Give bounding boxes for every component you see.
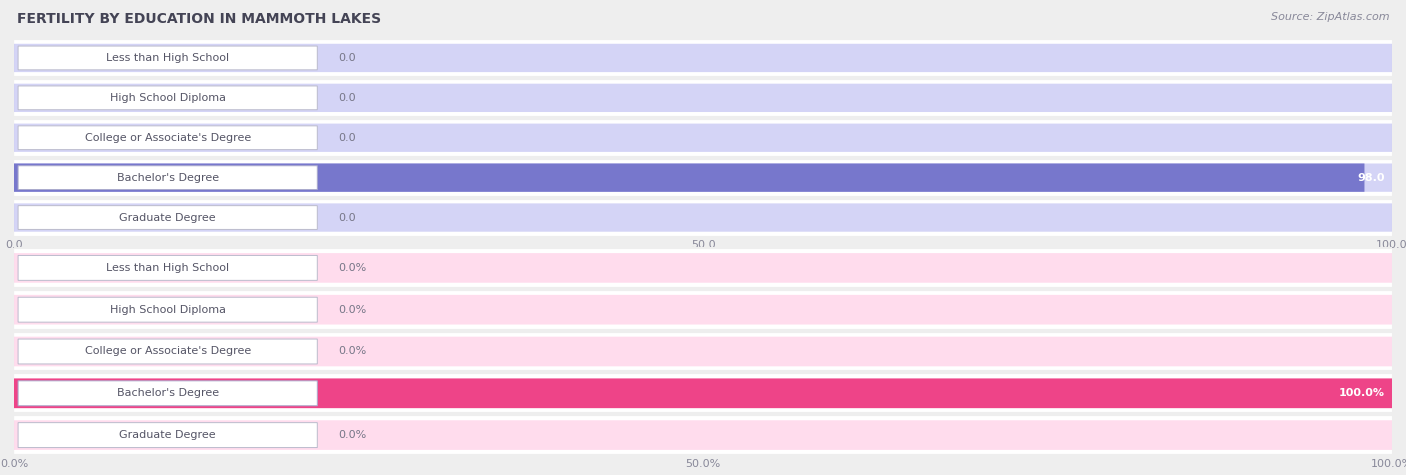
FancyBboxPatch shape: [14, 332, 1392, 371]
FancyBboxPatch shape: [14, 379, 1392, 408]
FancyBboxPatch shape: [18, 46, 318, 70]
FancyBboxPatch shape: [18, 206, 318, 229]
FancyBboxPatch shape: [14, 295, 1392, 324]
FancyBboxPatch shape: [18, 381, 318, 406]
Text: College or Associate's Degree: College or Associate's Degree: [84, 346, 250, 357]
FancyBboxPatch shape: [14, 84, 1392, 112]
Text: Bachelor's Degree: Bachelor's Degree: [117, 388, 219, 399]
FancyBboxPatch shape: [14, 373, 1392, 413]
FancyBboxPatch shape: [14, 79, 1392, 117]
FancyBboxPatch shape: [18, 423, 318, 447]
Text: 0.0: 0.0: [337, 212, 356, 223]
Text: Bachelor's Degree: Bachelor's Degree: [117, 172, 219, 183]
Text: 0.0%: 0.0%: [337, 304, 366, 315]
FancyBboxPatch shape: [14, 159, 1392, 197]
FancyBboxPatch shape: [14, 337, 1392, 366]
FancyBboxPatch shape: [14, 420, 1392, 450]
Text: Source: ZipAtlas.com: Source: ZipAtlas.com: [1271, 12, 1389, 22]
FancyBboxPatch shape: [14, 203, 1392, 232]
FancyBboxPatch shape: [14, 119, 1392, 157]
FancyBboxPatch shape: [18, 126, 318, 150]
Text: 0.0: 0.0: [337, 93, 356, 103]
FancyBboxPatch shape: [14, 44, 1392, 72]
FancyBboxPatch shape: [14, 199, 1392, 237]
Text: FERTILITY BY EDUCATION IN MAMMOTH LAKES: FERTILITY BY EDUCATION IN MAMMOTH LAKES: [17, 12, 381, 26]
FancyBboxPatch shape: [18, 86, 318, 110]
FancyBboxPatch shape: [14, 163, 1364, 192]
Text: 0.0%: 0.0%: [337, 263, 366, 273]
FancyBboxPatch shape: [14, 248, 1392, 288]
FancyBboxPatch shape: [14, 253, 1392, 283]
Text: Graduate Degree: Graduate Degree: [120, 430, 217, 440]
Text: High School Diploma: High School Diploma: [110, 93, 226, 103]
Text: Less than High School: Less than High School: [105, 53, 229, 63]
Text: 0.0: 0.0: [337, 53, 356, 63]
FancyBboxPatch shape: [18, 166, 318, 190]
FancyBboxPatch shape: [18, 297, 318, 322]
Text: 0.0%: 0.0%: [337, 430, 366, 440]
Text: 0.0: 0.0: [337, 133, 356, 143]
FancyBboxPatch shape: [18, 339, 318, 364]
FancyBboxPatch shape: [14, 290, 1392, 330]
Text: 0.0%: 0.0%: [337, 346, 366, 357]
Text: Graduate Degree: Graduate Degree: [120, 212, 217, 223]
Text: College or Associate's Degree: College or Associate's Degree: [84, 133, 250, 143]
Text: High School Diploma: High School Diploma: [110, 304, 226, 315]
FancyBboxPatch shape: [14, 163, 1392, 192]
Text: 98.0: 98.0: [1358, 172, 1385, 183]
FancyBboxPatch shape: [14, 379, 1392, 408]
FancyBboxPatch shape: [14, 39, 1392, 77]
FancyBboxPatch shape: [14, 124, 1392, 152]
Text: 100.0%: 100.0%: [1339, 388, 1385, 399]
Text: Less than High School: Less than High School: [105, 263, 229, 273]
FancyBboxPatch shape: [14, 415, 1392, 455]
FancyBboxPatch shape: [18, 256, 318, 280]
